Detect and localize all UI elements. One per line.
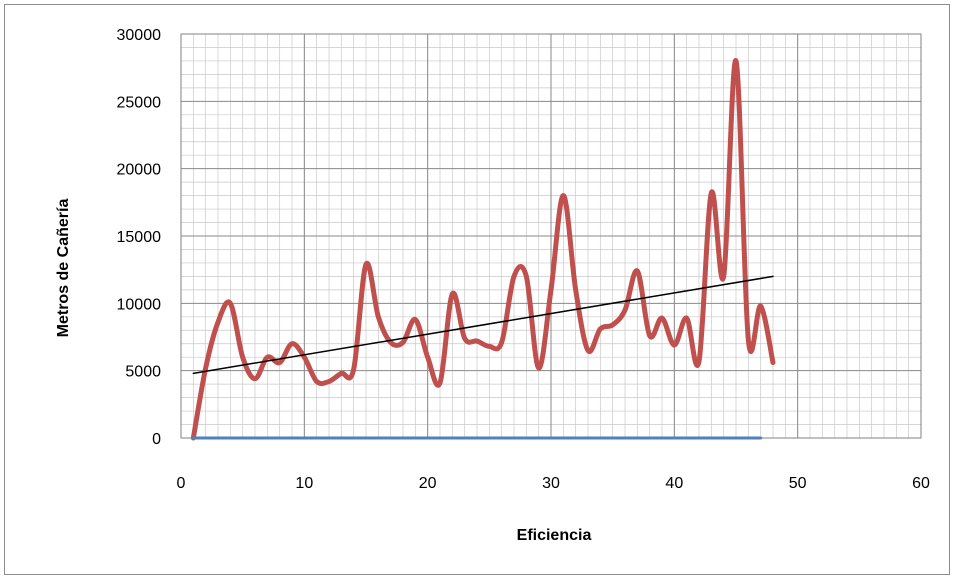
x-tick-label: 60 (912, 475, 930, 492)
series-line-red (190, 58, 776, 441)
y-axis-title: Metros de Cañería (55, 199, 72, 338)
y-tick-label: 20000 (117, 162, 162, 179)
y-tick-label: 15000 (117, 229, 162, 246)
x-axis-title: Eficiencia (517, 527, 592, 544)
x-tick-label: 50 (789, 475, 807, 492)
x-tick-label: 20 (419, 475, 437, 492)
y-axis-tick-labels: 0 5000 10000 15000 20000 25000 30000 (117, 27, 162, 448)
x-tick-label: 30 (542, 475, 560, 492)
x-tick-label: 40 (665, 475, 683, 492)
x-tick-label: 0 (177, 475, 186, 492)
y-tick-label: 10000 (117, 296, 162, 313)
trendline (192, 275, 774, 375)
y-tick-label: 25000 (117, 94, 162, 111)
y-tick-label: 30000 (117, 27, 162, 44)
y-tick-label: 0 (152, 431, 161, 448)
x-axis-tick-labels: 0 10 20 30 40 50 60 (177, 475, 930, 492)
y-tick-label: 5000 (125, 364, 161, 381)
x-tick-label: 10 (295, 475, 313, 492)
series-layer (190, 58, 776, 441)
